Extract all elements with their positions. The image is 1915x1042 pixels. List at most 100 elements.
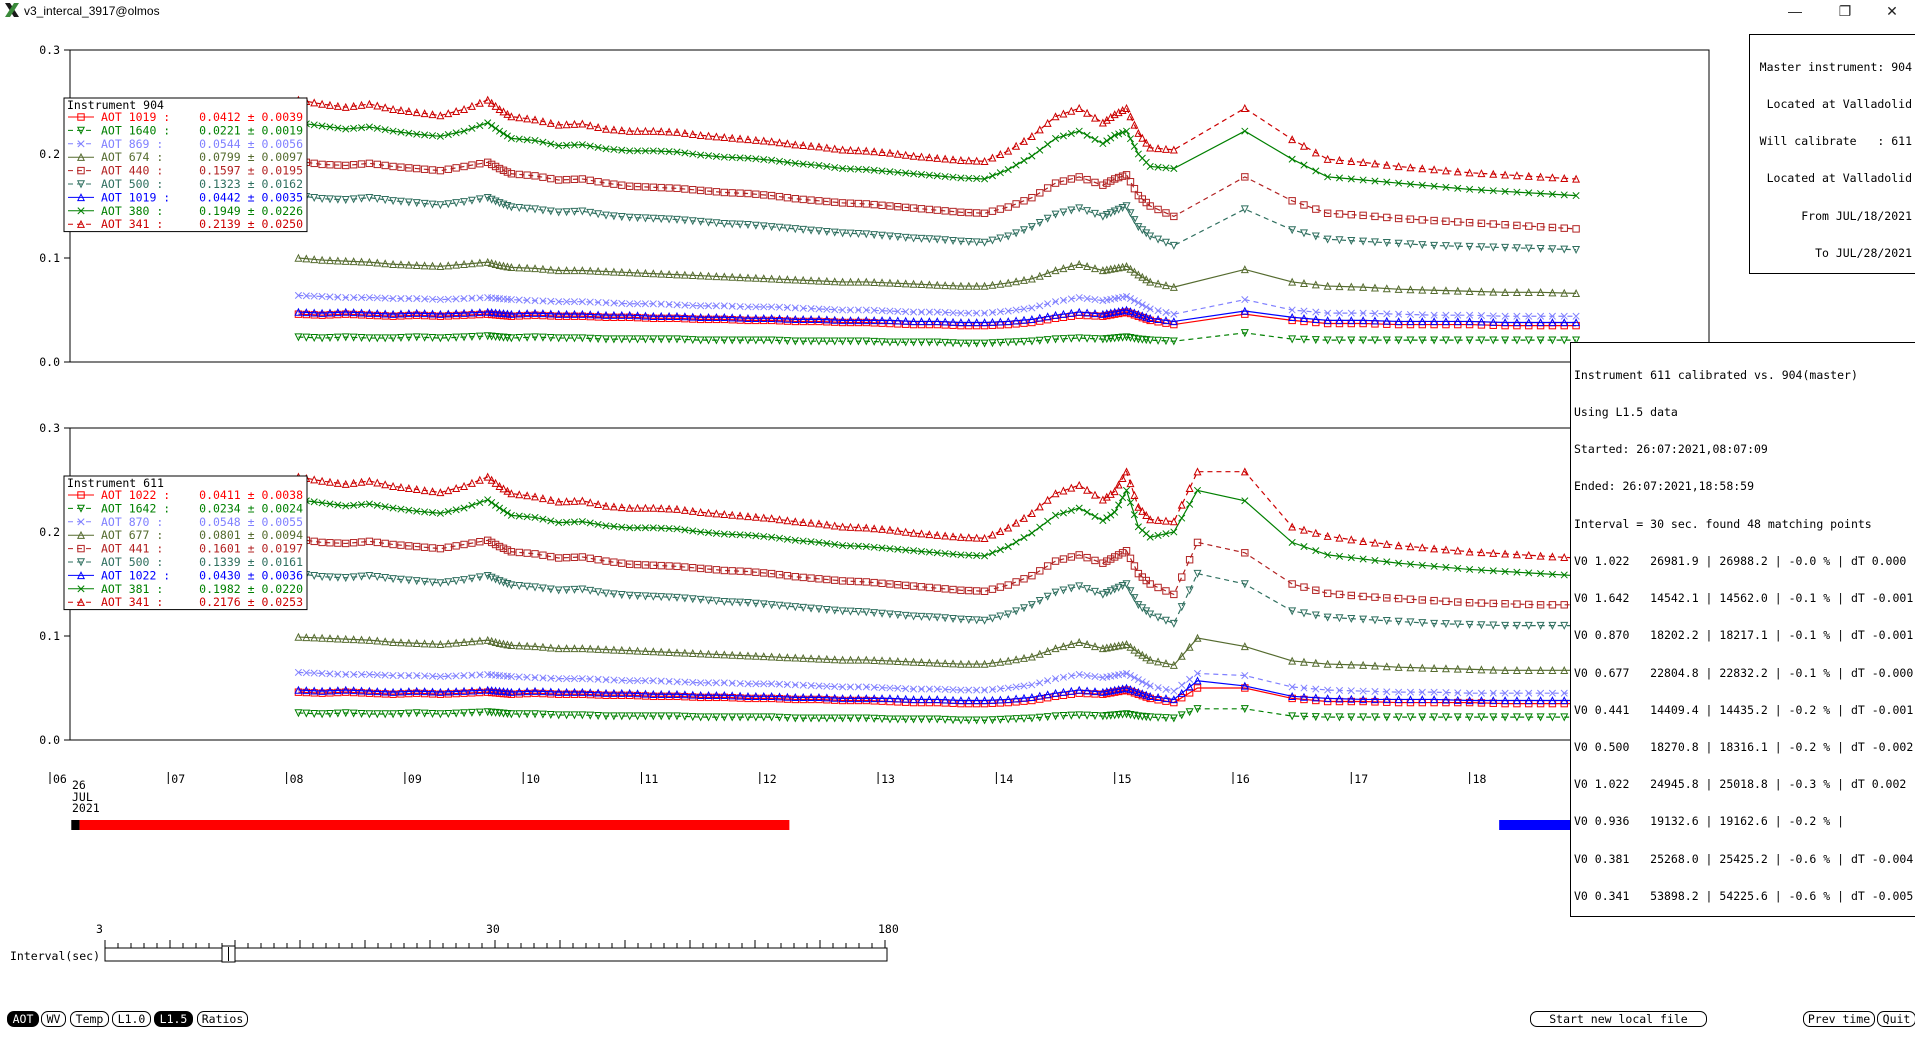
data-point xyxy=(468,501,476,509)
data-point xyxy=(1027,132,1036,141)
data-point xyxy=(894,545,902,553)
data-point xyxy=(1382,695,1391,704)
data-point xyxy=(673,525,681,533)
data-point xyxy=(902,169,910,177)
data-point xyxy=(1103,557,1111,565)
data-point xyxy=(609,712,618,721)
wv-button[interactable]: WV xyxy=(41,1011,66,1027)
data-point xyxy=(1051,134,1060,142)
minimize-button[interactable]: — xyxy=(1788,3,1802,19)
data-point xyxy=(672,504,681,513)
data-point xyxy=(925,530,934,539)
data-point xyxy=(1170,212,1178,221)
data-point xyxy=(555,142,563,150)
data-point xyxy=(1383,688,1391,696)
data-point xyxy=(1441,317,1450,326)
data-point xyxy=(1130,120,1139,129)
legend-series-name: AOT 380 : xyxy=(101,204,163,218)
data-point xyxy=(381,294,389,302)
data-point xyxy=(673,301,681,309)
data-point xyxy=(965,686,973,694)
data-point xyxy=(396,687,405,696)
data-point xyxy=(570,553,579,562)
legend-series-name: AOT 1022 : xyxy=(101,568,170,582)
data-point xyxy=(901,611,910,620)
data-point xyxy=(949,550,957,558)
l15-button[interactable]: L1.5 xyxy=(154,1011,193,1027)
temp-button[interactable]: Temp xyxy=(70,1011,109,1027)
data-point xyxy=(421,295,429,303)
data-point xyxy=(1051,712,1060,721)
data-point xyxy=(365,193,374,202)
data-point xyxy=(1288,692,1297,701)
restore-button[interactable]: ❐ xyxy=(1838,3,1852,19)
ratios-button[interactable]: Ratios xyxy=(197,1011,248,1027)
data-point xyxy=(641,561,650,569)
data-point xyxy=(531,311,539,319)
data-point xyxy=(1359,309,1367,317)
data-point xyxy=(333,478,342,487)
data-point xyxy=(641,214,650,223)
l10-button[interactable]: L1.0 xyxy=(112,1011,151,1027)
data-point xyxy=(925,171,933,179)
data-point xyxy=(523,296,531,304)
quit-button[interactable]: Quit xyxy=(1877,1011,1915,1027)
data-point xyxy=(499,689,508,698)
data-point xyxy=(428,690,437,698)
data-point xyxy=(586,675,594,683)
data-point xyxy=(846,318,855,327)
data-point xyxy=(452,638,461,647)
data-point xyxy=(941,614,950,623)
data-point xyxy=(791,714,800,723)
start-new-local-file-button[interactable]: Start new local file xyxy=(1530,1011,1707,1027)
data-point xyxy=(515,710,524,719)
data-point xyxy=(495,260,504,269)
data-point xyxy=(594,520,602,528)
data-point xyxy=(436,309,445,318)
data-point xyxy=(1004,684,1012,692)
data-point xyxy=(586,644,595,653)
interval-slider[interactable] xyxy=(104,938,889,964)
data-point xyxy=(1020,305,1028,313)
data-point xyxy=(1394,617,1403,626)
data-point xyxy=(389,671,397,680)
close-button[interactable]: ✕ xyxy=(1886,3,1898,19)
data-point xyxy=(870,609,879,618)
data-point xyxy=(420,639,429,648)
data-point xyxy=(547,690,555,698)
data-point xyxy=(823,696,831,704)
data-point xyxy=(981,175,989,183)
prev-time-button[interactable]: Prev time xyxy=(1803,1011,1875,1027)
series-aot-441 xyxy=(294,535,1580,609)
data-point xyxy=(373,538,381,547)
data-point xyxy=(854,199,863,208)
data-point xyxy=(1537,189,1545,198)
data-point xyxy=(334,670,342,678)
data-point xyxy=(515,170,523,179)
data-point xyxy=(538,117,547,126)
data-point xyxy=(649,692,658,701)
data-point xyxy=(365,537,374,546)
aot-button[interactable]: AOT xyxy=(7,1011,39,1027)
data-point xyxy=(980,156,989,165)
data-point xyxy=(413,507,421,515)
data-point xyxy=(495,308,504,317)
data-point xyxy=(436,312,445,320)
slider-track[interactable] xyxy=(104,947,888,962)
data-point xyxy=(870,524,879,533)
data-point xyxy=(846,683,855,691)
data-point xyxy=(767,191,776,200)
data-point xyxy=(972,533,981,542)
data-point xyxy=(1169,619,1178,628)
data-point xyxy=(1090,687,1099,696)
data-point xyxy=(759,652,768,661)
series-aot-380 xyxy=(294,119,1580,200)
data-point xyxy=(1146,232,1155,241)
data-point xyxy=(357,257,366,266)
data-point xyxy=(1288,538,1296,546)
data-point xyxy=(326,311,334,319)
data-point xyxy=(854,683,862,691)
data-point xyxy=(720,272,729,281)
data-point xyxy=(1027,337,1036,346)
data-point xyxy=(488,498,496,507)
